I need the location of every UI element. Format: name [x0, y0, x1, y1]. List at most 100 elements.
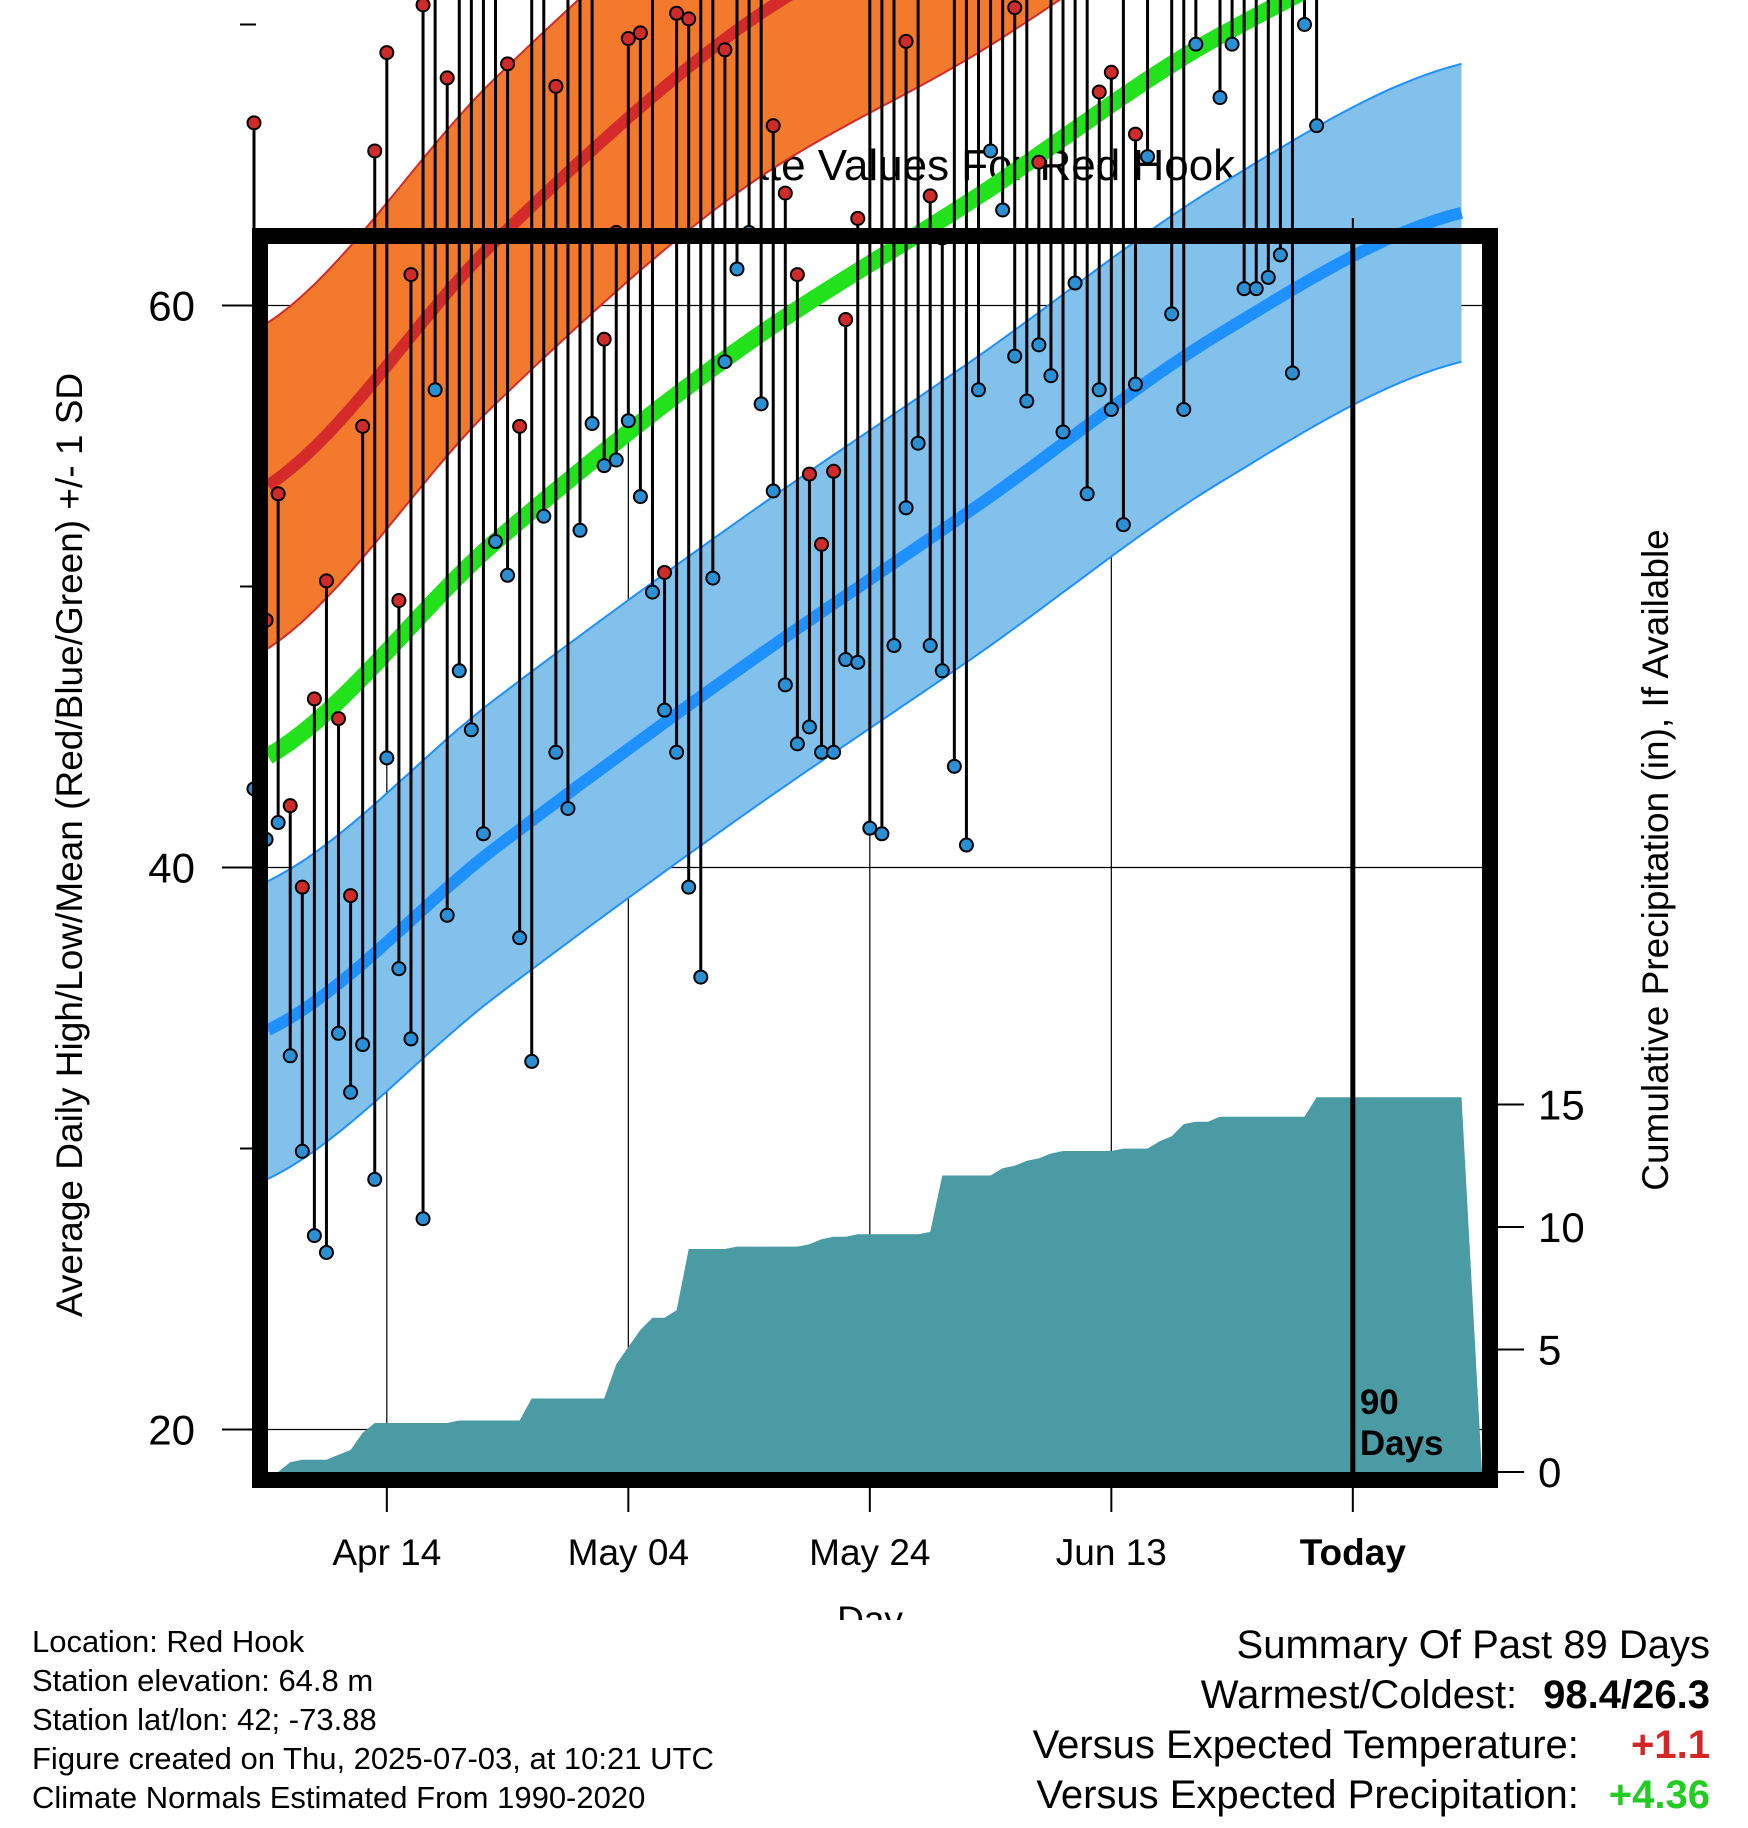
summary-title: Summary Of Past 89 Days	[1236, 1623, 1710, 1667]
daily-high-point	[657, 564, 673, 580]
daily-low-point	[367, 1171, 383, 1187]
info-location: Location: Red Hook	[32, 1624, 305, 1659]
daily-high-point	[838, 312, 854, 328]
summary-temp: Versus Expected Temperature: +1.1	[1033, 1720, 1710, 1770]
daily-low-point	[632, 489, 648, 505]
daily-low-point	[343, 1084, 359, 1100]
y2-tick-label: 5	[1538, 1327, 1561, 1374]
daily-low-point	[512, 930, 528, 946]
daily-low-point	[1236, 281, 1252, 297]
daily-low-point	[874, 826, 890, 842]
daily-low-point	[1127, 376, 1143, 392]
daily-high-point	[439, 70, 455, 86]
daily-low-point	[270, 815, 286, 831]
daily-low-point	[488, 534, 503, 550]
daily-low-point	[536, 508, 552, 524]
daily-low-point	[1164, 306, 1180, 322]
summary-panel: Summary Of Past 89 Days Warmest/Coldest:…	[1033, 1620, 1710, 1820]
daily-low-point	[379, 750, 395, 766]
daily-low-point	[596, 458, 612, 474]
daily-low-point	[1079, 486, 1095, 502]
daily-high-point	[717, 42, 733, 58]
daily-low-point	[475, 826, 491, 842]
daily-low-point	[814, 744, 830, 760]
low-band-lower-edge	[267, 360, 1462, 1180]
daily-low-point	[1284, 365, 1300, 381]
daily-low-point	[729, 261, 745, 277]
y-tick-label: 20	[148, 1407, 195, 1454]
daily-low-point	[838, 652, 854, 668]
daily-high-point	[355, 418, 371, 434]
daily-high-point	[270, 486, 286, 502]
daily-high-point	[318, 573, 334, 589]
daily-high-point	[282, 798, 298, 814]
daily-high-point	[306, 691, 322, 707]
info-latlon: Station lat/lon: 42; -73.88	[32, 1702, 377, 1737]
low-normal-line	[265, 206, 1464, 1036]
daily-low-point	[318, 1244, 334, 1260]
daily-high-point	[548, 78, 564, 94]
daily-low-point	[1248, 281, 1264, 297]
daily-high-point	[1007, 0, 1023, 16]
x-axis-label: Day	[837, 1599, 903, 1620]
high-normal-line	[264, 0, 794, 491]
daily-low-point	[1188, 36, 1204, 52]
precip-value: +4.36	[1608, 1773, 1710, 1817]
info-normals: Climate Normals Estimated From 1990-2020	[32, 1780, 646, 1815]
low-band-upper-edge	[267, 62, 1462, 882]
daily-low-point	[1272, 247, 1288, 263]
daily-low-point	[1031, 337, 1047, 353]
daily-low-point	[331, 1025, 347, 1041]
daily-low-point	[1140, 149, 1156, 165]
temp-value: +1.1	[1631, 1723, 1710, 1767]
daily-high-point	[500, 56, 516, 72]
daily-low-point	[789, 736, 805, 752]
daily-low-point	[910, 435, 926, 451]
daily-low-point	[427, 382, 443, 398]
daily-high-point	[681, 11, 697, 27]
daily-high-point	[379, 45, 395, 61]
daily-high-point	[391, 593, 407, 609]
daily-low-point	[946, 758, 962, 774]
daily-low-point	[282, 1048, 298, 1064]
daily-low-point	[657, 702, 673, 718]
daily-low-point	[620, 413, 636, 429]
daily-low-point	[1260, 269, 1276, 285]
daily-low-point	[1007, 348, 1023, 364]
daily-low-point	[403, 1031, 419, 1047]
daily-low-point	[1067, 275, 1083, 291]
x-tick-label: May 04	[568, 1532, 689, 1573]
daily-low-point	[753, 396, 769, 412]
daily-low-point	[608, 452, 624, 468]
daily-low-point	[862, 820, 878, 836]
high-normal-band	[268, 0, 1060, 649]
daily-high-point	[1103, 64, 1119, 80]
daily-low-point	[524, 1053, 540, 1069]
daily-low-point	[560, 800, 576, 816]
daily-low-point	[995, 202, 1011, 218]
daily-high-point	[620, 31, 636, 47]
daily-low-point	[415, 1211, 431, 1227]
daily-high-point	[1127, 126, 1143, 142]
daily-low-point	[886, 638, 902, 654]
daily-low-point	[717, 354, 733, 370]
x-tick-label: Apr 14	[332, 1532, 441, 1573]
daily-low-point	[934, 663, 950, 679]
daily-low-point	[306, 1228, 322, 1244]
daily-high-point	[294, 879, 310, 895]
daily-low-point	[1091, 382, 1107, 398]
daily-high-point	[850, 210, 866, 226]
daily-high-point	[343, 888, 359, 904]
x-tick-label: Today	[1300, 1532, 1407, 1573]
plot-frame	[252, 228, 1498, 1488]
daily-high-point	[789, 267, 805, 283]
today-label-days-word: Days	[1360, 1424, 1444, 1463]
daily-high-point	[777, 185, 793, 201]
daily-low-point	[850, 654, 866, 670]
daily-high-point	[898, 33, 914, 49]
daily-low-point	[826, 744, 842, 760]
daily-low-point	[1019, 393, 1035, 409]
daily-low-point	[765, 483, 781, 499]
precip-area	[268, 1097, 1482, 1472]
daily-low-point	[1224, 36, 1240, 52]
